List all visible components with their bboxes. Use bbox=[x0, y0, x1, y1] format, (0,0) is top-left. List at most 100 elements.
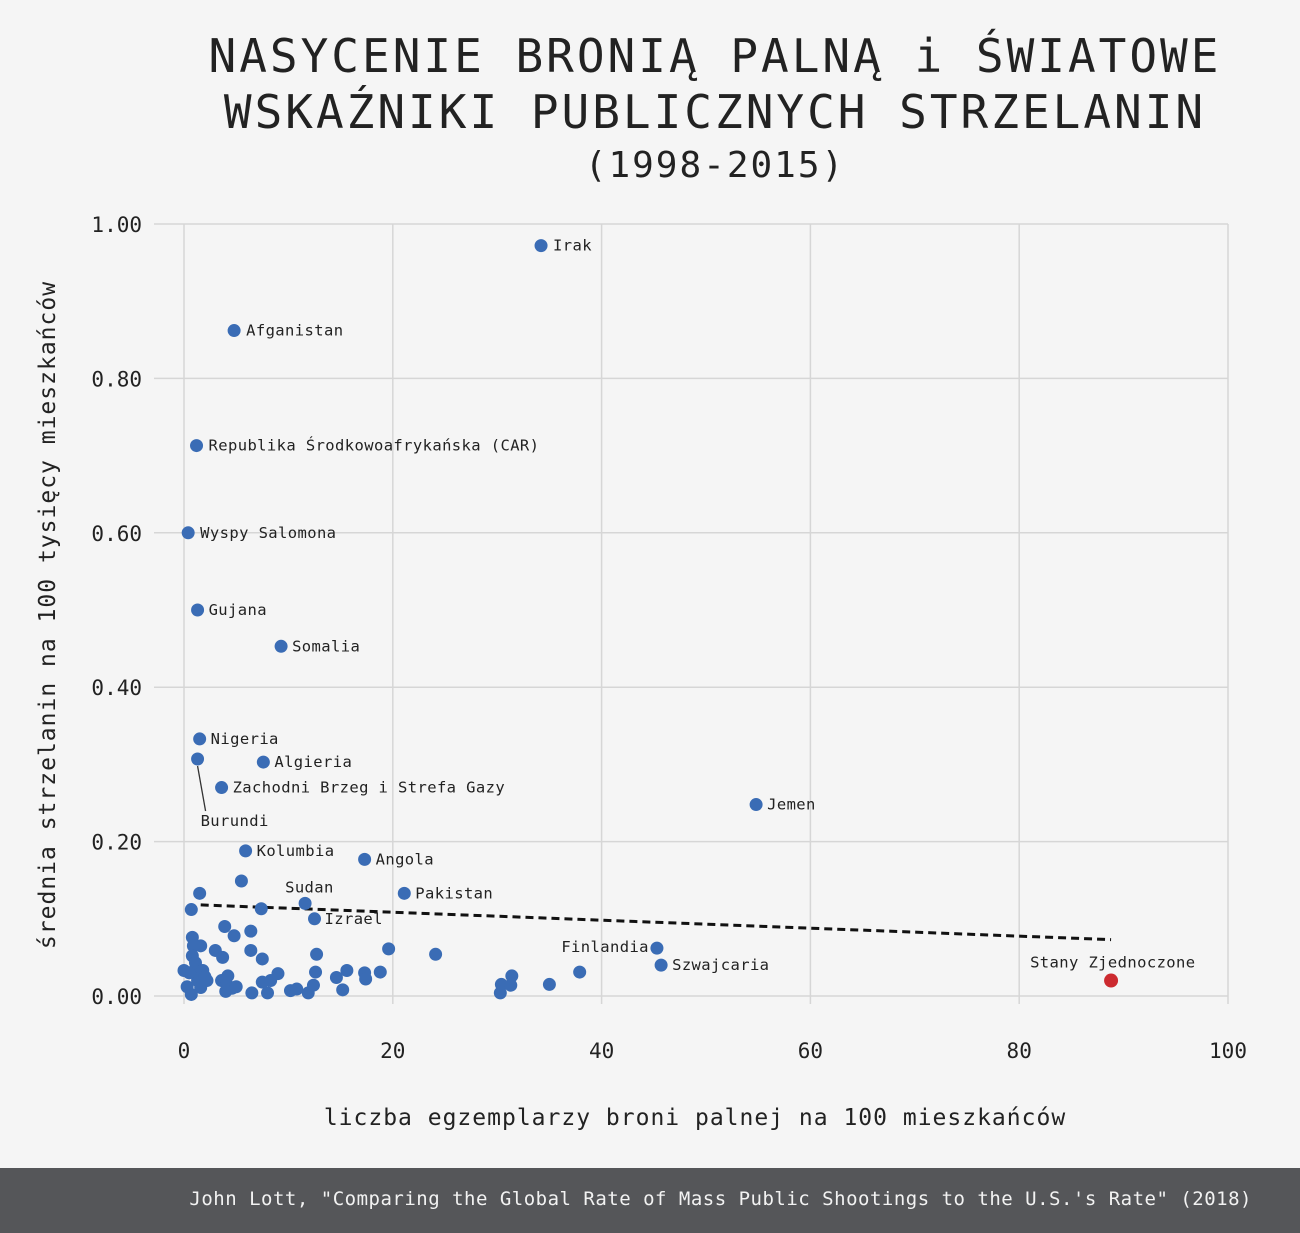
y-axis-label: średnia strzelanin na 100 tysięcy mieszk… bbox=[35, 281, 61, 949]
data-point bbox=[234, 874, 248, 888]
data-point-somalia bbox=[274, 639, 288, 653]
data-point bbox=[193, 886, 207, 900]
data-point-izrael bbox=[308, 912, 321, 926]
data-point bbox=[244, 924, 258, 938]
point-label-jemen: Jemen bbox=[767, 796, 816, 814]
chart-subtitle: (1998-2015) bbox=[584, 145, 846, 186]
x-tick-label: 40 bbox=[589, 1039, 614, 1063]
data-point-kolumbia bbox=[239, 844, 253, 858]
x-tick-label: 80 bbox=[1007, 1039, 1032, 1063]
trendline bbox=[200, 903, 1112, 942]
x-tick-label: 100 bbox=[1209, 1039, 1247, 1063]
data-point-stany-zjednoczone bbox=[1104, 973, 1119, 988]
data-point-republika-srodkowoafrykanska-car bbox=[190, 439, 204, 453]
y-tick-label: 0.40 bbox=[91, 676, 142, 700]
data-point bbox=[184, 903, 198, 917]
data-point bbox=[359, 972, 373, 986]
data-point-afganistan bbox=[227, 324, 241, 338]
data-point bbox=[216, 950, 230, 964]
data-point bbox=[245, 986, 259, 1000]
point-label-zachodni-brzeg-i-strefa-gazy: Zachodni Brzeg i Strefa Gazy bbox=[233, 779, 506, 797]
data-point bbox=[184, 987, 198, 1001]
point-label-gujana: Gujana bbox=[209, 601, 267, 619]
point-label-irak: Irak bbox=[553, 237, 592, 255]
data-point bbox=[373, 965, 387, 979]
chart-title: NASYCENIE BRONIĄ PALNĄ i ŚWIATOWE WSKAŹN… bbox=[0, 28, 1300, 192]
data-points bbox=[177, 239, 1119, 1001]
y-tick-label: 0.60 bbox=[91, 522, 142, 546]
y-tick-label: 0.80 bbox=[91, 367, 142, 391]
data-point bbox=[309, 965, 323, 979]
data-point bbox=[255, 952, 269, 966]
source-citation: John Lott, "Comparing the Global Rate of… bbox=[189, 1188, 1252, 1210]
point-label-izrael: Izrael bbox=[325, 910, 383, 928]
y-tick-label: 1.00 bbox=[91, 213, 142, 237]
x-axis-label: liczba egzemplarzy broni palnej na 100 m… bbox=[324, 1105, 1066, 1131]
data-point bbox=[494, 977, 508, 991]
point-label-nigeria: Nigeria bbox=[211, 730, 279, 748]
point-label-burundi: Burundi bbox=[201, 812, 269, 830]
data-point-sudan bbox=[298, 896, 312, 910]
data-point-irak bbox=[534, 239, 548, 253]
chart-title-line-2: WSKAŹNIKI PUBLICZNYCH STRZELANIN bbox=[223, 85, 1207, 139]
data-point bbox=[310, 947, 324, 961]
point-label-finlandia: Finlandia bbox=[561, 938, 649, 956]
data-point-angola bbox=[358, 852, 372, 866]
data-point-zachodni-brzeg-i-strefa-gazy bbox=[215, 781, 229, 795]
data-point bbox=[429, 947, 443, 961]
data-point bbox=[198, 970, 212, 984]
data-point bbox=[244, 943, 258, 957]
data-point-szwajcaria bbox=[654, 958, 668, 972]
data-point-wyspy-salomona bbox=[181, 526, 195, 540]
point-label-algieria: Algieria bbox=[274, 753, 352, 771]
data-point bbox=[218, 920, 232, 934]
data-point-burundi bbox=[191, 752, 205, 766]
point-labels: Irak Afganistan Republika Środkowoafrykańs… bbox=[196, 237, 1195, 974]
source-footer: John Lott, "Comparing the Global Rate of… bbox=[0, 1168, 1300, 1233]
y-tick-label: 0.20 bbox=[91, 831, 142, 855]
data-point bbox=[186, 939, 200, 953]
data-point bbox=[382, 942, 396, 956]
data-point bbox=[306, 978, 320, 992]
point-label-republika-srodkowoafrykanska-car: Republika Środkowoafrykańska (CAR) bbox=[209, 436, 540, 455]
data-point bbox=[254, 902, 268, 916]
data-point bbox=[229, 980, 243, 994]
data-point bbox=[336, 983, 350, 997]
grid bbox=[154, 223, 1229, 1004]
data-point bbox=[573, 965, 587, 979]
y-tick-label: 0.00 bbox=[91, 985, 142, 1009]
data-point bbox=[542, 977, 556, 991]
data-point bbox=[194, 981, 208, 995]
x-tick-label: 0 bbox=[178, 1039, 191, 1063]
data-point bbox=[219, 984, 233, 998]
point-label-pakistan: Pakistan bbox=[415, 884, 493, 902]
point-label-wyspy-salomona: Wyspy Salomona bbox=[200, 524, 336, 542]
point-label-afganistan: Afganistan bbox=[246, 322, 343, 340]
label-leader-line bbox=[196, 765, 207, 812]
point-label-kolumbia: Kolumbia bbox=[257, 842, 335, 860]
data-point bbox=[329, 970, 343, 984]
data-point-finlandia bbox=[650, 941, 664, 955]
data-point-pakistan bbox=[397, 886, 411, 900]
x-tick-label: 20 bbox=[380, 1039, 405, 1063]
data-point bbox=[261, 986, 275, 1000]
data-point bbox=[290, 982, 304, 996]
chart-title-line-1: NASYCENIE BRONIĄ PALNĄ i ŚWIATOWE bbox=[208, 29, 1222, 83]
data-point bbox=[227, 929, 241, 943]
point-label-szwajcaria: Szwajcaria bbox=[672, 956, 769, 974]
point-label-sudan: Sudan bbox=[285, 878, 334, 896]
data-point-jemen bbox=[749, 798, 763, 812]
scatter-chart: 0 20 40 60 80 100 0.00 0.20 0.40 0.60 0.80 1.00 Ira… bbox=[35, 213, 1247, 1131]
point-label-angola: Angola bbox=[376, 850, 434, 868]
data-point-gujana bbox=[191, 603, 205, 617]
data-point bbox=[182, 966, 196, 980]
data-point-algieria bbox=[256, 755, 270, 769]
axis-ticks: 0 20 40 60 80 100 0.00 0.20 0.40 0.60 0.80 1.00 bbox=[91, 213, 1247, 1063]
point-label-somalia: Somalia bbox=[292, 637, 360, 655]
data-point-nigeria bbox=[193, 732, 207, 746]
data-point bbox=[271, 967, 285, 981]
data-point bbox=[340, 964, 354, 978]
point-label-stany-zjednoczone: Stany Zjednoczone bbox=[1030, 954, 1195, 972]
x-tick-label: 60 bbox=[798, 1039, 823, 1063]
trendline-dashed bbox=[200, 903, 1112, 942]
